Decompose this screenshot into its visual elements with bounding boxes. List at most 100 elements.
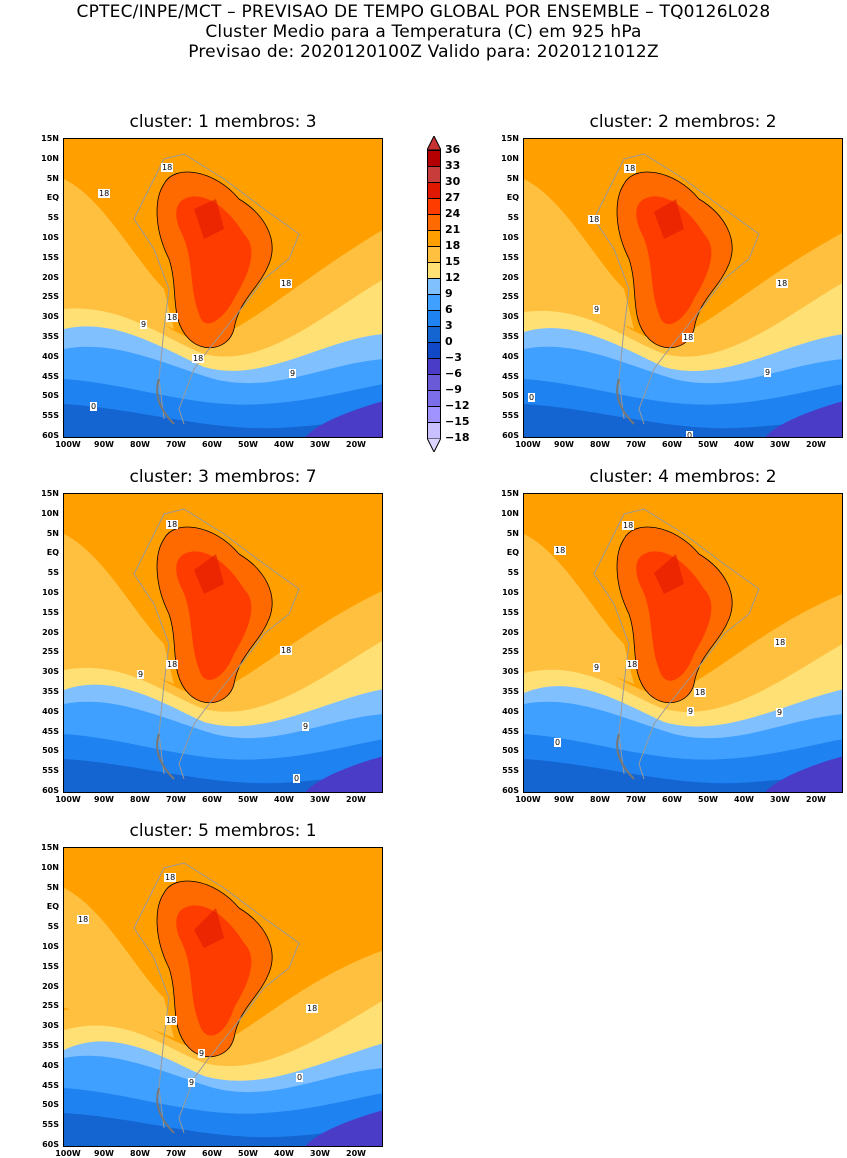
colorbar-label: 6	[445, 303, 453, 316]
contour-label: 9	[593, 305, 601, 314]
colorbar-swatch	[427, 390, 441, 407]
lon-tick-label: 90W	[94, 440, 114, 449]
lon-tick-label: 40W	[274, 795, 294, 804]
colorbar-label: 33	[445, 159, 461, 172]
colorbar-label: 36	[445, 143, 461, 156]
lon-tick-label: 20W	[806, 440, 826, 449]
colorbar-label: 24	[445, 207, 461, 220]
lat-tick-label: 45S	[42, 371, 59, 381]
lon-tick-label: 50W	[238, 1149, 258, 1158]
lon-tick-label: 100W	[55, 440, 81, 449]
lat-tick-label: 40S	[502, 706, 519, 716]
contour-label: 18	[588, 215, 601, 224]
contour-label: 0	[554, 738, 562, 747]
lon-tick-label: 30W	[310, 1149, 330, 1158]
lon-tick-label: 40W	[734, 795, 754, 804]
lon-tick-label: 30W	[770, 795, 790, 804]
contour-label: 9	[198, 1049, 206, 1058]
contour-label: 9	[593, 663, 601, 672]
lon-tick-label: 20W	[806, 795, 826, 804]
colorbar-swatch	[427, 358, 441, 375]
lon-tick-label: 20W	[346, 795, 366, 804]
lat-tick-label: 15S	[42, 607, 59, 617]
contour-label: 18	[694, 688, 707, 697]
colorbar-swatch	[427, 278, 441, 295]
lat-tick-label: 30S	[502, 312, 519, 322]
lon-tick-label: 20W	[346, 1149, 366, 1158]
forecast-dates: Previsao de: 2020120100Z Valido para: 20…	[188, 42, 659, 62]
colorbar-swatch	[427, 150, 441, 167]
colorbar-label: −18	[445, 431, 470, 444]
contour-label: 18	[164, 873, 177, 882]
lat-tick-label: 25S	[42, 647, 59, 657]
lat-tick-label: 30S	[42, 1021, 59, 1031]
lat-tick-label: 10N	[41, 508, 59, 518]
contour-label: 18	[626, 660, 639, 669]
lat-tick-label: 50S	[42, 746, 59, 756]
contour-label: 18	[166, 520, 179, 529]
lat-tick-label: 55S	[502, 766, 519, 776]
lat-tick-label: 5S	[47, 568, 59, 578]
contour-label: 0	[296, 1073, 304, 1082]
lon-tick-label: 80W	[590, 795, 610, 804]
lat-tick-label: EQ	[506, 548, 519, 558]
contour-label: 9	[188, 1078, 196, 1087]
map-panel-cluster-1: cluster: 1 membros: 3 18 18 18 18 18 9 9 0 15N 10…	[41, 112, 383, 449]
colorbar-label: 0	[445, 335, 453, 348]
lat-tick-label: 15S	[42, 252, 59, 262]
lon-tick-label: 50W	[698, 440, 718, 449]
contour-label: 18	[306, 1004, 319, 1013]
lat-tick-label: 20S	[502, 272, 519, 282]
lat-tick-label: 15S	[502, 252, 519, 262]
contour-label: 9	[687, 707, 695, 716]
contour-label: 9	[289, 369, 297, 378]
lon-tick-label: 60W	[202, 1149, 222, 1158]
colorbar-swatch	[427, 230, 441, 247]
lat-tick-label: 5S	[47, 922, 59, 932]
lat-tick-label: 45S	[42, 726, 59, 736]
contour-label: 9	[764, 368, 772, 377]
colorbar-label: 18	[445, 239, 461, 252]
lon-tick-label: 100W	[515, 795, 541, 804]
contour-label: 0	[90, 402, 98, 411]
lon-tick-label: 40W	[274, 440, 294, 449]
lat-tick-label: 5N	[46, 882, 59, 892]
lon-tick-label: 90W	[94, 1149, 114, 1158]
lat-tick-label: 20S	[42, 627, 59, 637]
lat-tick-label: 5S	[507, 213, 519, 223]
lat-tick-label: 15N	[41, 489, 59, 498]
contour-label: 9	[776, 708, 784, 717]
map-panel-cluster-2: cluster: 2 membros: 2 18 18 18 18 9 9 0 0 15N 10N…	[501, 112, 843, 449]
lon-tick-label: 70W	[166, 795, 186, 804]
lat-tick-label: 35S	[42, 687, 59, 696]
lon-tick-label: 100W	[55, 1149, 81, 1158]
colorbar-label: 27	[445, 191, 461, 204]
lat-tick-label: 20S	[502, 627, 519, 637]
lat-tick-label: 60S	[502, 431, 519, 440]
colorbar-swatch	[427, 246, 441, 263]
colorbar-swatch	[427, 374, 441, 391]
contour-label: 18	[622, 521, 635, 530]
colorbar-swatch	[427, 166, 441, 183]
lat-tick-label: 10S	[42, 942, 59, 951]
lon-tick-label: 90W	[554, 440, 574, 449]
lat-tick-label: 30S	[42, 312, 59, 322]
colorbar-label: 3	[445, 319, 453, 332]
lon-tick-label: 80W	[130, 795, 150, 804]
lat-tick-label: 35S	[502, 332, 519, 341]
lat-tick-label: 45S	[502, 371, 519, 381]
lat-tick-label: 35S	[42, 1041, 59, 1050]
lat-tick-label: 5N	[46, 173, 59, 183]
lon-tick-label: 80W	[590, 440, 610, 449]
lat-tick-label: 60S	[42, 786, 59, 795]
colorbar-label: 30	[445, 175, 461, 188]
lon-tick-label: 100W	[515, 440, 541, 449]
panel-title: cluster: 1 membros: 3	[129, 112, 317, 132]
lat-tick-label: 5N	[46, 528, 59, 538]
lat-tick-label: 55S	[42, 1120, 59, 1130]
lat-tick-label: 40S	[502, 351, 519, 361]
contour-label: 18	[165, 1016, 178, 1025]
colorbar-label: 21	[445, 223, 461, 236]
lon-tick-label: 70W	[626, 795, 646, 804]
lat-tick-label: 60S	[42, 1140, 59, 1149]
